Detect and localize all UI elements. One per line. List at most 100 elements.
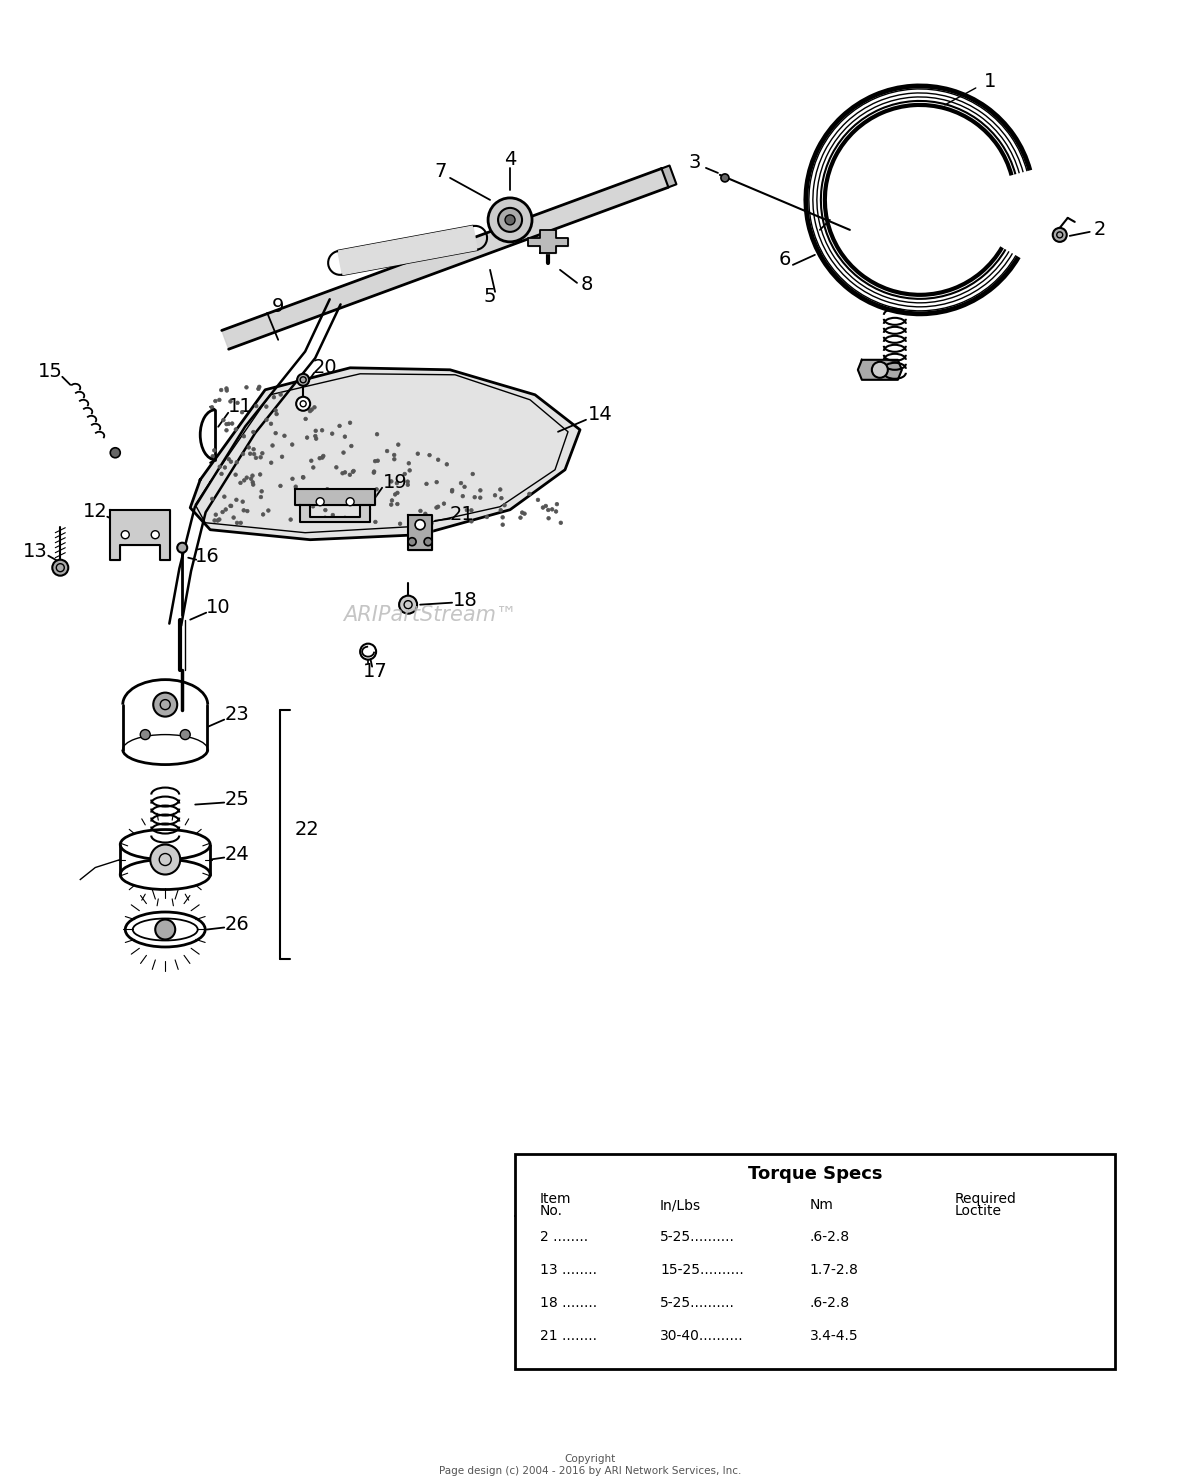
Circle shape bbox=[399, 596, 417, 614]
Circle shape bbox=[214, 399, 217, 403]
Circle shape bbox=[306, 436, 309, 439]
Circle shape bbox=[309, 459, 313, 462]
Circle shape bbox=[406, 483, 409, 486]
Circle shape bbox=[348, 473, 352, 477]
Circle shape bbox=[470, 520, 473, 523]
Circle shape bbox=[212, 449, 216, 452]
Circle shape bbox=[445, 462, 448, 467]
Text: 24: 24 bbox=[225, 845, 249, 864]
Circle shape bbox=[283, 434, 287, 437]
Text: 23: 23 bbox=[225, 705, 249, 725]
Circle shape bbox=[236, 402, 240, 405]
Circle shape bbox=[550, 507, 553, 511]
Circle shape bbox=[498, 488, 502, 492]
Circle shape bbox=[312, 504, 315, 508]
Circle shape bbox=[227, 458, 230, 461]
Circle shape bbox=[320, 428, 323, 433]
Circle shape bbox=[393, 453, 396, 456]
Circle shape bbox=[267, 508, 270, 513]
Circle shape bbox=[227, 422, 230, 425]
Circle shape bbox=[235, 498, 238, 501]
Circle shape bbox=[434, 505, 438, 510]
Circle shape bbox=[241, 411, 244, 413]
Circle shape bbox=[399, 522, 402, 526]
Circle shape bbox=[270, 443, 274, 448]
Circle shape bbox=[424, 538, 432, 545]
Circle shape bbox=[229, 459, 232, 464]
Circle shape bbox=[352, 470, 355, 474]
Circle shape bbox=[360, 643, 376, 659]
Circle shape bbox=[430, 522, 433, 525]
Polygon shape bbox=[337, 227, 477, 274]
Circle shape bbox=[330, 431, 334, 436]
Circle shape bbox=[408, 468, 412, 473]
Circle shape bbox=[498, 207, 522, 231]
Text: No.: No. bbox=[540, 1205, 563, 1218]
Circle shape bbox=[281, 455, 284, 458]
Circle shape bbox=[523, 511, 526, 516]
Circle shape bbox=[437, 458, 440, 461]
Circle shape bbox=[527, 492, 531, 495]
Circle shape bbox=[393, 492, 396, 496]
Circle shape bbox=[320, 496, 323, 501]
Circle shape bbox=[269, 461, 273, 464]
Circle shape bbox=[229, 400, 232, 403]
Circle shape bbox=[290, 477, 294, 480]
Circle shape bbox=[872, 362, 887, 378]
Circle shape bbox=[520, 511, 524, 514]
Circle shape bbox=[395, 502, 399, 505]
Circle shape bbox=[140, 729, 150, 740]
Text: .6-2.8: .6-2.8 bbox=[809, 1230, 850, 1245]
Circle shape bbox=[376, 459, 380, 462]
Circle shape bbox=[224, 387, 228, 390]
Circle shape bbox=[251, 430, 255, 434]
Text: 9: 9 bbox=[271, 298, 284, 316]
Text: Item: Item bbox=[540, 1193, 571, 1206]
Circle shape bbox=[342, 492, 346, 495]
Circle shape bbox=[256, 387, 261, 391]
Circle shape bbox=[235, 461, 238, 464]
Circle shape bbox=[294, 485, 297, 489]
Circle shape bbox=[314, 434, 317, 437]
Text: Loctite: Loctite bbox=[955, 1205, 1002, 1218]
Circle shape bbox=[210, 496, 214, 501]
Circle shape bbox=[260, 489, 263, 494]
Circle shape bbox=[544, 504, 548, 508]
Circle shape bbox=[375, 488, 379, 491]
Polygon shape bbox=[662, 166, 676, 187]
Circle shape bbox=[451, 489, 454, 494]
Circle shape bbox=[361, 510, 365, 513]
Circle shape bbox=[251, 483, 255, 486]
Text: 15-25..........: 15-25.......... bbox=[660, 1263, 743, 1277]
Circle shape bbox=[408, 538, 417, 545]
Circle shape bbox=[489, 199, 532, 242]
Text: In/Lbs: In/Lbs bbox=[660, 1199, 701, 1212]
Text: 19: 19 bbox=[382, 473, 407, 492]
Text: 7: 7 bbox=[434, 163, 446, 181]
Circle shape bbox=[122, 531, 130, 538]
Polygon shape bbox=[408, 514, 432, 550]
Circle shape bbox=[391, 498, 394, 502]
Circle shape bbox=[499, 508, 503, 511]
Circle shape bbox=[326, 488, 329, 491]
Text: 22: 22 bbox=[295, 820, 320, 839]
Circle shape bbox=[337, 424, 341, 428]
Circle shape bbox=[301, 476, 304, 479]
Circle shape bbox=[389, 502, 393, 507]
Circle shape bbox=[721, 173, 729, 182]
Circle shape bbox=[374, 520, 378, 523]
Circle shape bbox=[373, 470, 376, 473]
Circle shape bbox=[375, 433, 379, 436]
Circle shape bbox=[245, 476, 249, 480]
Circle shape bbox=[503, 504, 506, 507]
Circle shape bbox=[312, 465, 315, 470]
Circle shape bbox=[52, 560, 68, 575]
Circle shape bbox=[242, 508, 245, 513]
Circle shape bbox=[519, 516, 523, 520]
Circle shape bbox=[373, 494, 376, 496]
Circle shape bbox=[425, 482, 428, 486]
Circle shape bbox=[241, 499, 244, 504]
Circle shape bbox=[308, 409, 312, 413]
Bar bbox=[514, 1154, 1115, 1369]
Circle shape bbox=[217, 517, 221, 522]
